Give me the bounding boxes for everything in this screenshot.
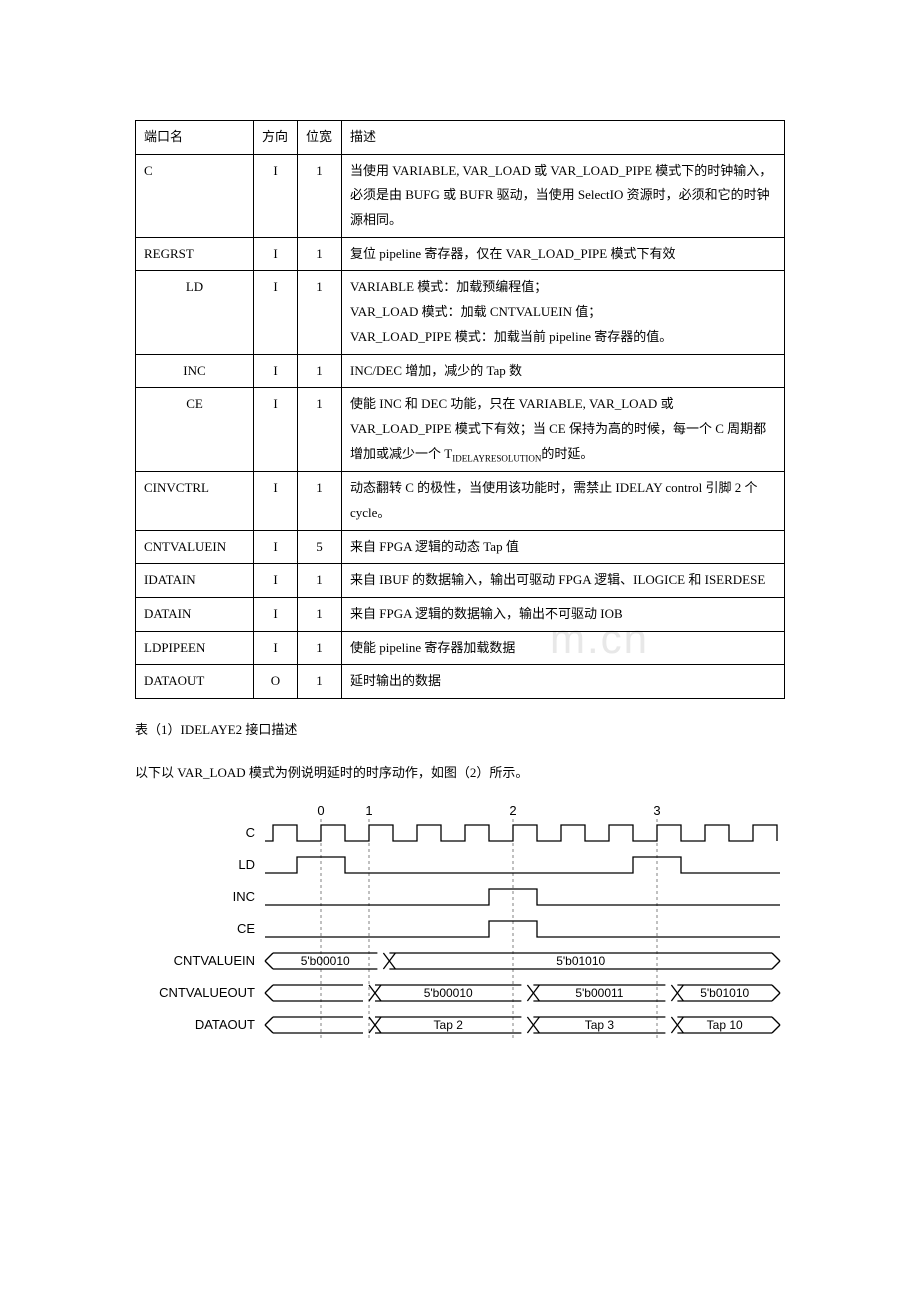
- port-name-cell: CNTVALUEIN: [136, 530, 254, 564]
- port-dir-cell: O: [254, 665, 298, 699]
- port-width-cell: 1: [298, 354, 342, 388]
- port-name-cell: DATAIN: [136, 598, 254, 632]
- port-desc-cell: VARIABLE 模式：加载预编程值；VAR_LOAD 模式：加载 CNTVAL…: [342, 271, 785, 354]
- port-desc-cell: 复位 pipeline 寄存器，仅在 VAR_LOAD_PIPE 模式下有效: [342, 237, 785, 271]
- svg-text:Tap 10: Tap 10: [707, 1018, 743, 1032]
- svg-text:5'b01010: 5'b01010: [556, 954, 605, 968]
- port-dir-cell: I: [254, 472, 298, 530]
- port-dir-cell: I: [254, 154, 298, 237]
- port-dir-cell: I: [254, 388, 298, 472]
- svg-text:CE: CE: [237, 921, 255, 936]
- port-desc-cell: 动态翻转 C 的极性，当使用该功能时，需禁止 IDELAY control 引脚…: [342, 472, 785, 530]
- port-desc-cell: 来自 FPGA 逻辑的数据输入，输出不可驱动 IOB: [342, 598, 785, 632]
- port-dir-cell: I: [254, 237, 298, 271]
- port-dir-cell: I: [254, 271, 298, 354]
- port-desc-cell: 使能 INC 和 DEC 功能，只在 VARIABLE, VAR_LOAD 或 …: [342, 388, 785, 472]
- svg-text:5'b00011: 5'b00011: [575, 986, 623, 1000]
- port-dir-cell: I: [254, 530, 298, 564]
- port-width-cell: 1: [298, 631, 342, 665]
- port-name-cell: IDATAIN: [136, 564, 254, 598]
- port-dir-cell: I: [254, 564, 298, 598]
- port-desc-cell: 来自 IBUF 的数据输入，输出可驱动 FPGA 逻辑、ILOGICE 和 IS…: [342, 564, 785, 598]
- svg-text:2: 2: [509, 803, 516, 818]
- header-dir: 方向: [254, 121, 298, 155]
- svg-text:CNTVALUEIN: CNTVALUEIN: [174, 953, 255, 968]
- svg-text:5'b01010: 5'b01010: [700, 986, 749, 1000]
- port-desc-cell: 当使用 VARIABLE, VAR_LOAD 或 VAR_LOAD_PIPE 模…: [342, 154, 785, 237]
- port-name-cell: CINVCTRL: [136, 472, 254, 530]
- svg-text:1: 1: [365, 803, 372, 818]
- port-width-cell: 1: [298, 598, 342, 632]
- port-name-cell: CE: [136, 388, 254, 472]
- header-desc: 描述: [342, 121, 785, 155]
- svg-text:0: 0: [317, 803, 324, 818]
- port-desc-cell: 延时输出的数据: [342, 665, 785, 699]
- svg-text:3: 3: [653, 803, 660, 818]
- port-desc-cell: 来自 FPGA 逻辑的动态 Tap 值: [342, 530, 785, 564]
- port-desc-cell: 使能 pipeline 寄存器加载数据: [342, 631, 785, 665]
- port-name-cell: LD: [136, 271, 254, 354]
- port-description-table: 端口名方向位宽描述CI1当使用 VARIABLE, VAR_LOAD 或 VAR…: [135, 120, 785, 699]
- svg-text:Tap 3: Tap 3: [585, 1018, 615, 1032]
- port-name-cell: REGRST: [136, 237, 254, 271]
- svg-text:LD: LD: [238, 857, 255, 872]
- header-width: 位宽: [298, 121, 342, 155]
- svg-text:5'b00010: 5'b00010: [424, 986, 473, 1000]
- intro-paragraph: 以下以 VAR_LOAD 模式为例说明延时的时序动作，如图（2）所示。: [135, 762, 785, 781]
- port-width-cell: 1: [298, 388, 342, 472]
- header-name: 端口名: [136, 121, 254, 155]
- port-dir-cell: I: [254, 598, 298, 632]
- table-caption: 表（1）IDELAYE2 接口描述: [135, 719, 785, 738]
- port-width-cell: 1: [298, 665, 342, 699]
- svg-text:DATAOUT: DATAOUT: [195, 1017, 255, 1032]
- timing-diagram: 0 1 2 3 C LD INC CE CNTVALUEIN CNTVALUEOUT DATAOUT…: [135, 801, 785, 1051]
- port-name-cell: INC: [136, 354, 254, 388]
- port-dir-cell: I: [254, 354, 298, 388]
- port-width-cell: 1: [298, 472, 342, 530]
- port-width-cell: 1: [298, 271, 342, 354]
- port-width-cell: 1: [298, 564, 342, 598]
- port-desc-cell: INC/DEC 增加，减少的 Tap 数: [342, 354, 785, 388]
- port-name-cell: DATAOUT: [136, 665, 254, 699]
- port-width-cell: 1: [298, 237, 342, 271]
- port-dir-cell: I: [254, 631, 298, 665]
- port-width-cell: 1: [298, 154, 342, 237]
- svg-text:C: C: [246, 825, 255, 840]
- port-width-cell: 5: [298, 530, 342, 564]
- port-name-cell: C: [136, 154, 254, 237]
- svg-text:Tap 2: Tap 2: [434, 1018, 464, 1032]
- port-name-cell: LDPIPEEN: [136, 631, 254, 665]
- svg-text:CNTVALUEOUT: CNTVALUEOUT: [159, 985, 255, 1000]
- svg-text:INC: INC: [233, 889, 255, 904]
- svg-text:5'b00010: 5'b00010: [301, 954, 350, 968]
